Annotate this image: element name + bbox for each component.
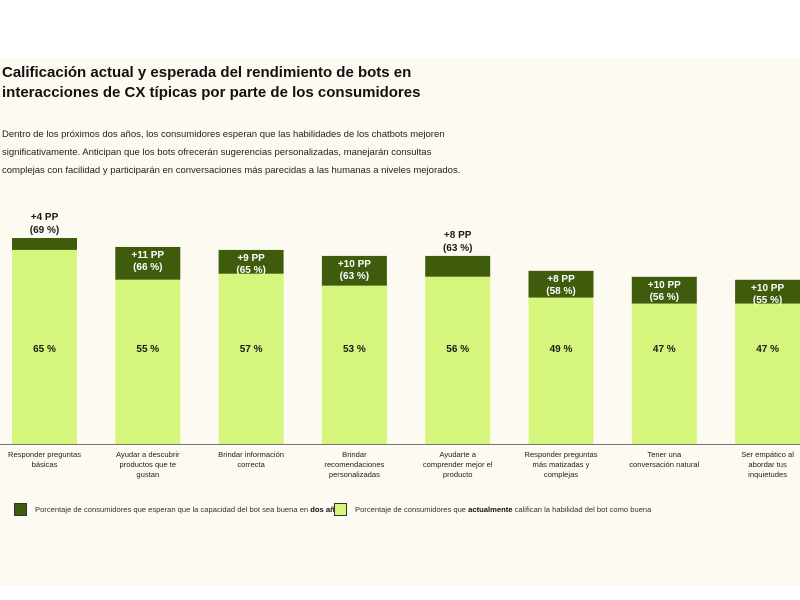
category-label: Ser empático al xyxy=(741,450,794,459)
category-label: Responder preguntas xyxy=(524,450,597,459)
category-label: Ayudar a descubrir xyxy=(116,450,180,459)
data-label-expected-total: (63 %) xyxy=(340,271,369,282)
legend-item-expected: Porcentaje de consumidores que esperan q… xyxy=(14,503,344,516)
bar-expected xyxy=(425,255,491,277)
data-label-expected-total: (66 %) xyxy=(133,262,162,273)
category-label: Brindar información xyxy=(218,450,284,459)
legend-swatch-current xyxy=(334,503,347,516)
category-label: correcta xyxy=(237,460,265,469)
data-label-expected-total: (69 %) xyxy=(30,225,59,236)
data-label-expected-total: (56 %) xyxy=(650,292,679,303)
category-label: productos que te xyxy=(120,460,177,469)
data-label-current: 65 % xyxy=(33,344,56,355)
category-label: inquietudes xyxy=(748,470,787,479)
data-label-current: 56 % xyxy=(446,344,469,355)
category-label: Ayudarte a xyxy=(439,450,476,459)
data-label-increase: +10 PP xyxy=(751,283,784,294)
data-label-current: 49 % xyxy=(550,344,573,355)
category-label: gustan xyxy=(136,470,159,479)
category-label: personalizadas xyxy=(329,470,380,479)
page-subtitle: Dentro de los próximos dos años, los con… xyxy=(2,129,461,176)
category-label: básicas xyxy=(32,460,58,469)
data-label-current: 53 % xyxy=(343,344,366,355)
category-label: Responder preguntas xyxy=(8,450,81,459)
data-label-current: 47 % xyxy=(653,344,676,355)
legend-item-current: Porcentaje de consumidores que actualmen… xyxy=(334,503,651,516)
category-label: Tener una xyxy=(647,450,682,459)
category-label: complejas xyxy=(544,470,578,479)
data-label-current: 55 % xyxy=(136,344,159,355)
category-label: comprender mejor el xyxy=(423,460,493,469)
bar-current xyxy=(528,297,594,444)
data-label-increase: +11 PP xyxy=(132,250,165,261)
legend-swatch-expected xyxy=(14,503,27,516)
bar-current xyxy=(12,249,77,444)
page-title: Calificación actual y esperada del rendi… xyxy=(2,64,421,101)
data-label-current: 47 % xyxy=(756,344,779,355)
data-label-increase: +10 PP xyxy=(648,280,681,291)
data-label-expected-total: (63 %) xyxy=(443,243,472,254)
bar-expected xyxy=(12,238,77,250)
data-label-increase: +10 PP xyxy=(338,259,371,270)
bar-current xyxy=(735,303,800,444)
bar-current xyxy=(218,273,284,444)
bar-current xyxy=(115,279,181,444)
bar-expected xyxy=(631,276,697,304)
bar-expected xyxy=(528,270,594,298)
bar-current xyxy=(425,276,491,444)
category-label: recomendaciones xyxy=(324,460,384,469)
bar-expected xyxy=(321,255,387,286)
legend-label-expected: Porcentaje de consumidores que esperan q… xyxy=(35,505,344,514)
data-label-expected-total: (58 %) xyxy=(546,286,575,297)
bar-expected xyxy=(115,246,181,280)
category-label: más matizadas y xyxy=(533,460,590,469)
category-label: producto xyxy=(443,470,473,479)
bar-expected xyxy=(735,279,800,304)
legend-label-current: Porcentaje de consumidores que actualmen… xyxy=(355,505,652,514)
category-label: conversación natural xyxy=(629,460,699,469)
bar-current xyxy=(321,285,387,444)
category-label: Brindar xyxy=(342,450,367,459)
data-label-increase: +8 PP xyxy=(547,274,575,285)
bar-expected xyxy=(218,249,284,274)
bar-current xyxy=(631,303,697,444)
data-label-expected-total: (55 %) xyxy=(753,295,782,306)
bar-chart: 65 %+4 PP(69 %)Responder preguntasbásica… xyxy=(0,212,800,479)
data-label-increase: +9 PP xyxy=(237,253,265,264)
category-label: abordar tus xyxy=(748,460,787,469)
data-label-expected-total: (65 %) xyxy=(236,265,265,276)
data-label-increase: +4 PP xyxy=(31,212,59,223)
data-label-current: 57 % xyxy=(240,344,263,355)
data-label-increase: +8 PP xyxy=(444,230,472,241)
